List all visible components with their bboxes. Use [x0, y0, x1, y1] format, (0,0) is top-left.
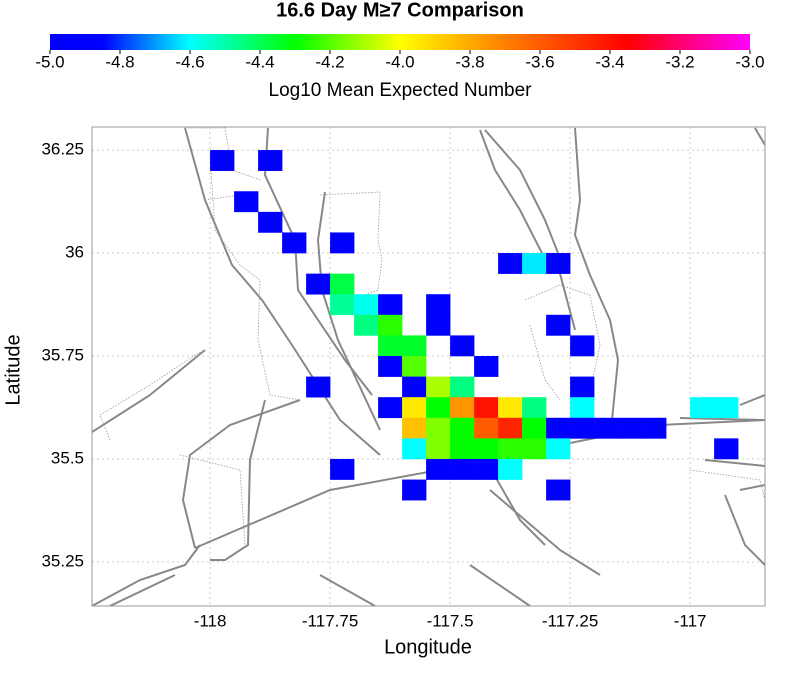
heatmap-cell	[546, 314, 571, 336]
heatmap-cell	[546, 253, 571, 274]
y-tick-label: 36.25	[41, 140, 84, 159]
heatmap-cell	[354, 294, 379, 316]
heatmap-cell	[450, 376, 475, 398]
colorbar-tick-label: -5.0	[35, 52, 64, 71]
heatmap-cell	[594, 417, 619, 439]
heatmap-cell	[450, 335, 475, 357]
x-tick-label: -117.25	[542, 611, 598, 630]
y-tick-label: 36	[65, 243, 84, 262]
heatmap-cell	[450, 458, 475, 480]
heatmap-cell	[498, 458, 523, 480]
heatmap-cell	[570, 376, 595, 398]
heatmap-cell	[618, 417, 643, 439]
heatmap-cell	[306, 376, 331, 398]
heatmap-cell	[474, 355, 499, 377]
heatmap-cell	[282, 232, 307, 254]
heatmap-cell	[426, 438, 451, 460]
heatmap-cell	[570, 335, 595, 357]
heatmap-cell	[354, 314, 379, 336]
heatmap-cell	[522, 417, 547, 439]
colorbar-tick-label: -3.0	[735, 52, 764, 71]
heatmap-cell	[714, 438, 739, 460]
heatmap-cell	[426, 376, 451, 398]
heatmap-cell	[450, 438, 475, 460]
heatmap-cell	[426, 458, 451, 480]
heatmap-cell	[402, 355, 427, 377]
colorbar-tick-label: -3.4	[595, 52, 624, 71]
heatmap-cell	[402, 376, 427, 398]
map-lines	[92, 127, 765, 606]
heatmap-cell	[642, 417, 667, 439]
heatmap-cell	[258, 150, 283, 171]
heatmap-cell	[306, 273, 331, 295]
heatmap-cell	[570, 417, 595, 439]
y-tick-label: 35.75	[41, 345, 84, 364]
colorbar-tick-label: -3.2	[665, 52, 694, 71]
heatmap-cell	[498, 397, 523, 419]
heatmap-cell	[570, 397, 595, 419]
heatmap-cell	[522, 397, 547, 419]
heatmap-cell	[426, 417, 451, 439]
colorbar-tick-label: -4.8	[105, 52, 134, 71]
colorbar-tick-label: -4.4	[245, 52, 274, 71]
heatmap-cell	[402, 438, 427, 460]
heatmap-cell	[474, 397, 499, 419]
grid	[92, 127, 765, 606]
heatmap-cell	[426, 397, 451, 419]
heatmap-cell	[714, 397, 739, 419]
heatmap-cell	[498, 417, 523, 439]
colorbar-tick-label: -4.6	[175, 52, 204, 71]
heatmap-cell	[378, 335, 403, 357]
colorbar-label: Log10 Mean Expected Number	[269, 80, 533, 101]
heatmap-cell	[426, 294, 451, 316]
heatmap-cell	[522, 438, 547, 460]
colorbar-tick-label: -3.6	[525, 52, 554, 71]
heatmap-cell	[402, 335, 427, 357]
heatmap-cell	[330, 458, 355, 480]
plot-frame	[91, 126, 766, 607]
heatmap-cell	[426, 314, 451, 336]
heatmap-cell	[474, 438, 499, 460]
heatmap-cell	[330, 294, 355, 316]
heatmap-cell	[378, 314, 403, 336]
colorbar	[50, 34, 750, 50]
heatmap-cell	[522, 253, 547, 274]
heatmap-cell	[690, 397, 715, 419]
y-tick-label: 35.5	[51, 448, 84, 467]
heatmap-cell	[474, 458, 499, 480]
x-tick-label: -117.75	[302, 611, 358, 630]
x-axis-label: Longitude	[384, 636, 472, 658]
x-tick-label: -117	[674, 611, 707, 630]
heatmap-cell	[378, 294, 403, 316]
chart-title: 16.6 Day M≥7 Comparison	[276, 0, 524, 21]
heatmap-cell	[402, 479, 427, 501]
heatmap-cell	[330, 232, 355, 254]
heatmap-cell	[546, 479, 571, 501]
y-tick-label: 35.25	[41, 551, 84, 570]
heatmap	[210, 150, 739, 501]
heatmap-cell	[234, 191, 259, 213]
y-axis-label: Latitude	[2, 334, 24, 405]
heatmap-cell	[450, 397, 475, 419]
x-tick-label: -117.5	[427, 611, 474, 630]
heatmap-cell	[546, 438, 571, 460]
heatmap-cell	[498, 438, 523, 460]
x-tick-label: -118	[194, 611, 227, 630]
colorbar-tick-label: -4.2	[315, 52, 344, 71]
heatmap-cell	[258, 211, 283, 233]
heatmap-cell	[402, 397, 427, 419]
heatmap-cell	[498, 253, 523, 274]
heatmap-cell	[546, 417, 571, 439]
heatmap-cell	[474, 417, 499, 439]
colorbar-tick-label: -4.0	[385, 52, 414, 71]
heatmap-cell	[330, 273, 355, 295]
heatmap-cell	[210, 150, 235, 171]
colorbar-tick-label: -3.8	[455, 52, 484, 71]
heatmap-cell	[402, 417, 427, 439]
heatmap-cell	[450, 417, 475, 439]
heatmap-cell	[378, 355, 403, 377]
heatmap-cell	[378, 397, 403, 419]
